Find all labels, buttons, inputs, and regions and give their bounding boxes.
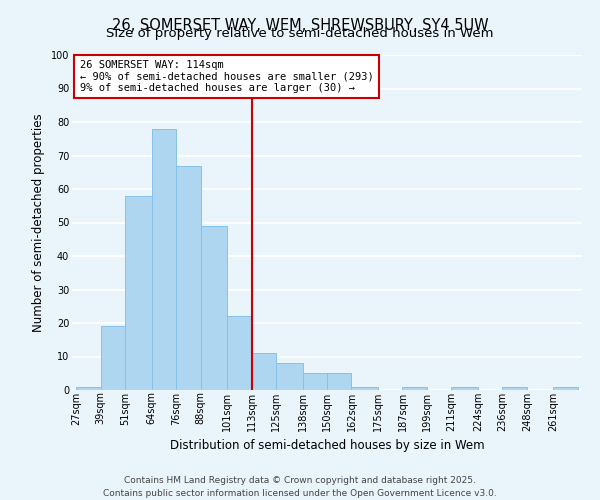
Bar: [125, 196, 152, 390]
Text: Contains HM Land Registry data © Crown copyright and database right 2025.
Contai: Contains HM Land Registry data © Crown c…: [103, 476, 497, 498]
Bar: [76, 386, 101, 390]
Bar: [502, 386, 527, 390]
Bar: [101, 326, 125, 390]
Text: Size of property relative to semi-detached houses in Wem: Size of property relative to semi-detach…: [106, 28, 494, 40]
X-axis label: Distribution of semi-detached houses by size in Wem: Distribution of semi-detached houses by …: [170, 439, 484, 452]
Bar: [152, 128, 176, 390]
Bar: [276, 363, 302, 390]
Bar: [451, 386, 478, 390]
Bar: [200, 226, 227, 390]
Text: 26 SOMERSET WAY: 114sqm
← 90% of semi-detached houses are smaller (293)
9% of se: 26 SOMERSET WAY: 114sqm ← 90% of semi-de…: [80, 60, 373, 93]
Bar: [302, 373, 327, 390]
Bar: [176, 166, 200, 390]
Bar: [403, 386, 427, 390]
Bar: [553, 386, 578, 390]
Bar: [227, 316, 251, 390]
Bar: [251, 353, 276, 390]
Text: 26, SOMERSET WAY, WEM, SHREWSBURY, SY4 5UW: 26, SOMERSET WAY, WEM, SHREWSBURY, SY4 5…: [112, 18, 488, 32]
Bar: [327, 373, 352, 390]
Y-axis label: Number of semi-detached properties: Number of semi-detached properties: [32, 113, 45, 332]
Bar: [352, 386, 378, 390]
